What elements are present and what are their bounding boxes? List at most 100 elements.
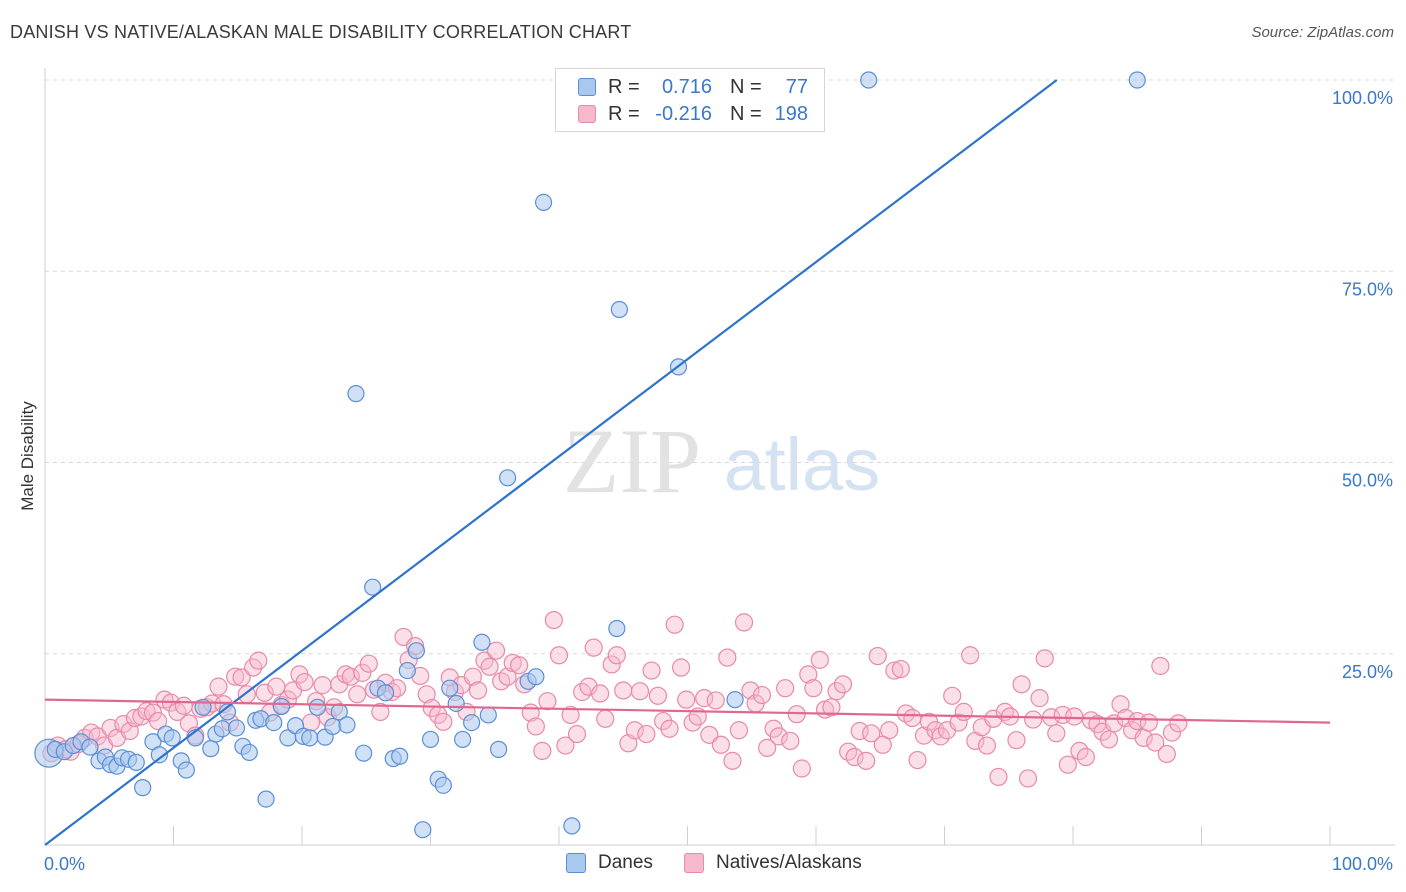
natives-point <box>549 646 569 665</box>
n-value: 198 <box>774 102 808 125</box>
x-tick-label: 100.0% <box>1332 854 1393 874</box>
natives-point <box>949 713 968 732</box>
watermark-zip: ZIP <box>563 410 701 512</box>
natives-point <box>1047 724 1066 743</box>
natives-point <box>533 741 552 761</box>
danes-trend-line <box>44 79 1058 846</box>
danes-point <box>324 717 342 736</box>
r-value: 0.716 <box>661 75 712 98</box>
natives-point <box>637 724 656 744</box>
natives-point <box>348 685 367 704</box>
danes-point <box>347 385 365 403</box>
natives-point <box>137 702 156 721</box>
n-label: N = <box>730 102 762 125</box>
natives-point <box>607 646 626 665</box>
natives-point <box>1146 733 1165 752</box>
natives-point <box>614 681 633 700</box>
danes-point <box>534 193 553 211</box>
danes-swatch <box>578 78 596 96</box>
natives-point <box>718 648 737 667</box>
natives-point <box>148 711 168 731</box>
danes-point <box>391 747 409 765</box>
natives-point <box>371 702 390 721</box>
natives-point <box>961 646 980 665</box>
natives-point <box>734 613 754 632</box>
natives-point <box>776 679 795 698</box>
danes-point <box>490 740 508 758</box>
danes-point <box>257 790 275 808</box>
danes-point <box>127 753 145 771</box>
natives-point <box>943 686 962 705</box>
danes-point <box>441 679 459 697</box>
natives-point <box>561 705 580 725</box>
natives-point <box>1111 695 1130 714</box>
danes-point <box>421 730 440 749</box>
danes-point <box>407 642 425 660</box>
natives-point <box>677 690 696 709</box>
danes-point <box>355 744 373 762</box>
natives-points <box>42 610 1188 788</box>
danes-point <box>479 706 497 724</box>
natives-point <box>891 659 910 679</box>
y-tick-label: 75.0% <box>1342 279 1393 299</box>
danes-point <box>134 779 152 797</box>
natives-point <box>752 685 772 705</box>
natives-point <box>567 724 587 744</box>
natives-point <box>538 692 557 711</box>
natives-point <box>353 663 372 682</box>
danes-point <box>177 761 195 779</box>
danes-point <box>447 694 465 713</box>
danes-point <box>434 776 452 794</box>
legend-label-natives: Natives/Alaskans <box>716 852 862 873</box>
natives-point <box>132 707 151 726</box>
danes-point <box>563 817 581 835</box>
natives-point <box>174 696 193 715</box>
natives-point <box>885 661 904 680</box>
natives-point <box>498 667 517 686</box>
natives-point <box>1030 689 1049 708</box>
natives-point <box>434 712 453 731</box>
natives-point <box>758 738 777 757</box>
natives-point <box>579 677 598 696</box>
natives-point <box>804 679 823 698</box>
danes-point <box>398 661 416 680</box>
natives-point <box>526 717 545 736</box>
r-label: R = <box>608 75 640 98</box>
danes-point <box>227 719 246 737</box>
danes-point <box>376 684 395 702</box>
natives-point <box>723 751 742 770</box>
natives-point <box>417 685 436 704</box>
gridlines <box>45 79 1395 655</box>
danes-point <box>301 729 319 747</box>
x-tick-label: 0.0% <box>44 854 85 874</box>
natives-point <box>232 668 251 687</box>
danes-point <box>272 697 291 716</box>
n-value: 77 <box>785 75 808 98</box>
y-tick-label: 50.0% <box>1342 471 1393 491</box>
natives-point <box>1128 711 1147 731</box>
natives-point <box>857 751 876 770</box>
danes-point <box>499 469 517 487</box>
danes-points <box>34 71 1146 839</box>
natives-point <box>862 724 881 743</box>
n-label: N = <box>730 75 762 98</box>
y-axis-label: Male Disability <box>18 401 37 511</box>
danes-point <box>202 740 220 758</box>
danes-point <box>338 716 356 734</box>
natives-point <box>1169 714 1188 733</box>
natives-point <box>625 721 644 740</box>
natives-point <box>422 698 441 718</box>
watermark-atlas: atlas <box>724 423 880 506</box>
danes-point <box>463 713 481 732</box>
natives-point <box>799 665 818 684</box>
natives-point <box>880 721 899 740</box>
natives-point <box>1058 755 1077 774</box>
danes-point <box>81 738 99 756</box>
natives-point <box>630 682 650 701</box>
natives-point <box>822 698 841 717</box>
natives-point <box>868 646 887 666</box>
natives-point <box>700 725 719 744</box>
natives-point <box>711 735 731 754</box>
legend-item-danes: Danes <box>566 852 653 874</box>
